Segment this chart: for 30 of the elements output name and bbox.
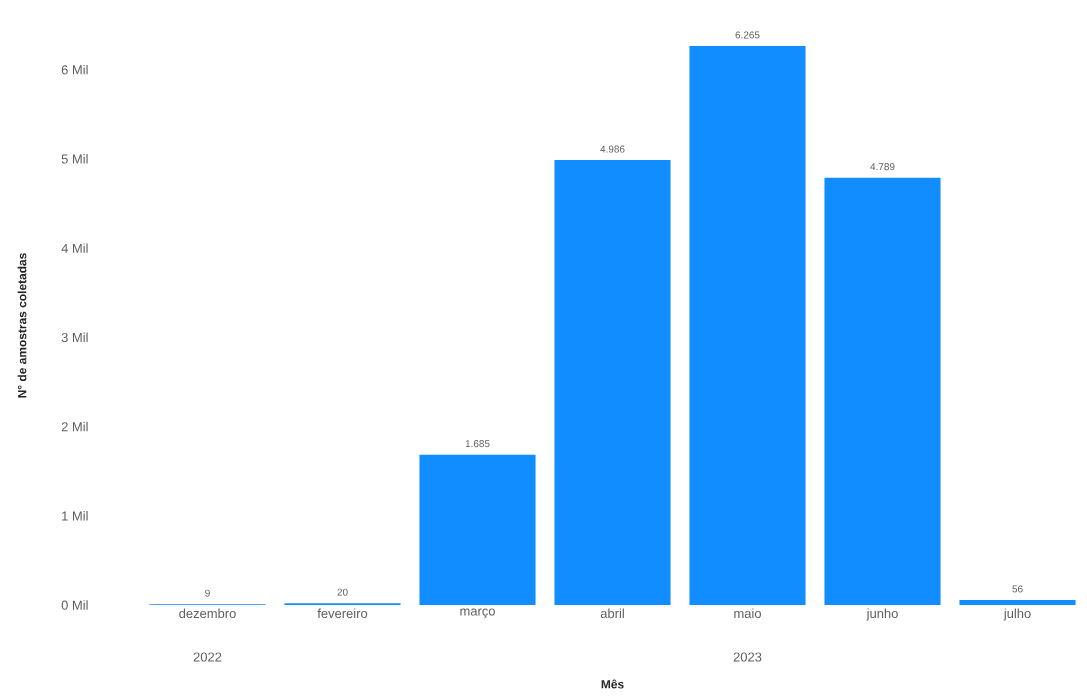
annotation: 56 (1012, 585, 1023, 593)
annotation: 20 (337, 588, 348, 596)
bar (554, 160, 671, 605)
data-label: 4.986 (600, 145, 625, 153)
x-tick-label: março (460, 608, 495, 619)
y-tick-label: 5 Mil (61, 154, 88, 164)
data-label: 6.265 (735, 31, 760, 39)
y-tick-label: 1 Mil (62, 511, 88, 521)
bar (689, 46, 806, 605)
text: 2023 (733, 652, 762, 662)
annotation: 9 (205, 589, 210, 597)
bar (959, 600, 1076, 605)
y-tick-label: 4 Mil (61, 243, 88, 253)
x-tick-label: fevereiro (317, 608, 368, 619)
bar (419, 454, 536, 605)
x-axis-title: Mês (601, 679, 624, 689)
y-tick-label: 2 Mil (61, 421, 88, 432)
x-tick-label: junho (866, 608, 898, 621)
bar (824, 177, 941, 605)
y-tick-label: 3 Mil (61, 332, 88, 343)
x-tick-label: maio (734, 608, 761, 619)
y-tick-label: 0 Mil (61, 600, 88, 610)
data-label: 4.789 (870, 163, 895, 171)
x-tick-label: abril (600, 608, 624, 619)
text: 2022 (193, 652, 222, 662)
data-label: 1.685 (465, 440, 490, 448)
y-tick-label: 6 Mil (61, 64, 88, 75)
x-tick-label: dezembro (179, 608, 236, 619)
y-axis-title: N° de amostras coletadas (17, 253, 27, 398)
x-tick-label: julho (1003, 608, 1031, 621)
